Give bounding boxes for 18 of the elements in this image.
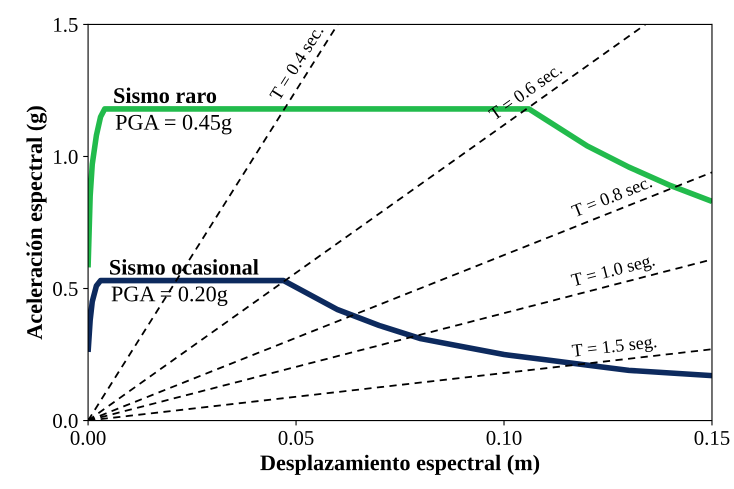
x-tick-label: 0.15 bbox=[694, 430, 730, 446]
series-label: Sismo raro bbox=[114, 87, 216, 104]
x-tick-label: 0.10 bbox=[486, 430, 522, 446]
y-axis-title: Aceleración espectral (g) bbox=[26, 106, 47, 340]
x-axis-title: Desplazamiento espectral (m) bbox=[260, 454, 540, 475]
y-tick-label: 0.5 bbox=[53, 282, 78, 296]
x-tick-label: 0.05 bbox=[278, 430, 314, 446]
text: T = 0.6 sec. bbox=[488, 62, 563, 121]
series-label: Sismo ocasional bbox=[110, 259, 259, 275]
text: T = 0.8 sec. bbox=[570, 175, 652, 218]
x-tick-label: 0.00 bbox=[70, 430, 106, 446]
text: T = 1.0 seg. bbox=[570, 254, 656, 290]
text: T = 1.5 seg. bbox=[572, 335, 657, 361]
y-tick-label: 1.5 bbox=[54, 18, 78, 32]
text: T = 0.4 sec. bbox=[269, 24, 324, 102]
annotation: PGA = 0.45g bbox=[116, 114, 232, 134]
y-tick-label: 1.0 bbox=[54, 150, 78, 164]
y-tick-label: 0.0 bbox=[53, 414, 78, 428]
